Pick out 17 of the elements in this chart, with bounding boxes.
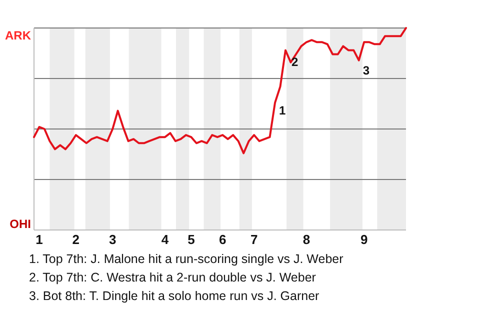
x-tick-label: 8 (302, 232, 310, 247)
x-tick-label: 4 (161, 232, 170, 247)
x-tick-label: 9 (360, 232, 368, 247)
text: ARK (5, 28, 32, 42)
x-tick-label: 7 (250, 232, 258, 247)
x-tick-label: 6 (219, 232, 226, 247)
x-tick-label: 5 (188, 232, 195, 247)
text: OHI (10, 217, 31, 232)
text: 2. Top 7th: C. Westra hit a 2-run double vs J. Weber (29, 270, 316, 284)
annotation: 3 (362, 63, 370, 78)
x-tick-label: 1 (36, 232, 43, 247)
x-tick-label: 3 (108, 232, 116, 247)
text: 3. Bot 8th: T. Dingle hit a solo home run vs J. Garner (29, 289, 320, 303)
annotation: 2 (291, 55, 298, 70)
annotation: 1 (279, 104, 286, 118)
x-tick-label: 2 (72, 232, 80, 247)
text: 1. Top 7th: J. Malone hit a run-scoring single vs J. Weber (29, 252, 344, 266)
